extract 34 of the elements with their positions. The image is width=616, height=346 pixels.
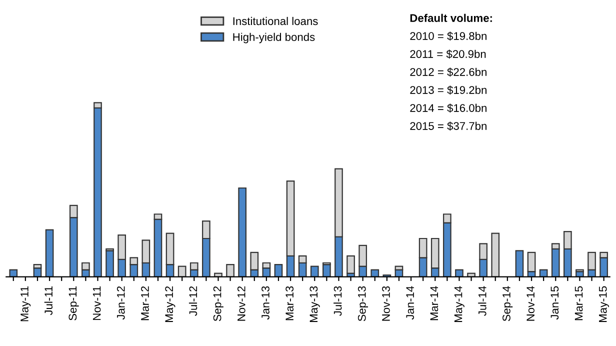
text: Default volume:	[410, 14, 492, 22]
x-tick-label: Jul-11	[44, 286, 53, 316]
text: 2011 = $20.9bn	[410, 50, 486, 59]
x-tick-label: Sep-14	[502, 286, 513, 322]
x-tick-label: Mar-14	[430, 286, 438, 320]
x-tick-label: Sep-11	[68, 286, 79, 320]
x-tick-label: May-11	[20, 286, 31, 322]
x-tick-label: Jul-13	[334, 286, 342, 316]
x-tick-label: Jul-12	[188, 286, 198, 316]
x-tick-label: Mar-13	[286, 286, 294, 320]
x-tick-label: Nov-12	[237, 286, 246, 321]
x-tick-label: May-12	[165, 286, 176, 322]
annotation: 2015 = $37.7bn	[410, 122, 486, 131]
annotation: 2014 = $16.0bn	[410, 104, 486, 113]
x-tick-label: Sep-13	[358, 286, 368, 322]
x-tick-label: May-15	[599, 286, 609, 322]
x-tick-label: May-14	[454, 286, 464, 322]
x-tick-label: Jan-14	[406, 286, 414, 320]
x-tick-label: Mar-12	[141, 286, 149, 320]
x-tick-label: Nov-14	[526, 286, 534, 321]
text: 2013 = $19.2bn	[410, 86, 486, 95]
legend-label: High-yield bonds	[233, 32, 315, 44]
x-tick-label: Mar-15	[574, 286, 583, 320]
x-tick-label: Jul-14	[478, 286, 486, 316]
x-tick-label: Nov-13	[382, 286, 390, 321]
x-tick-label: Jan-12	[116, 286, 125, 320]
x-tick-label: Jan-13	[262, 286, 270, 320]
x-tick-label: May-13	[310, 286, 320, 322]
x-tick-label: Jan-15	[550, 286, 559, 320]
legend-label: Institutional loans	[233, 16, 318, 26]
text: 2010 = $19.8bn	[410, 32, 486, 41]
text: 2012 = $22.6bn	[410, 68, 486, 77]
x-tick-label: Sep-12	[213, 286, 224, 322]
x-tick-label: Nov-11	[92, 286, 101, 320]
